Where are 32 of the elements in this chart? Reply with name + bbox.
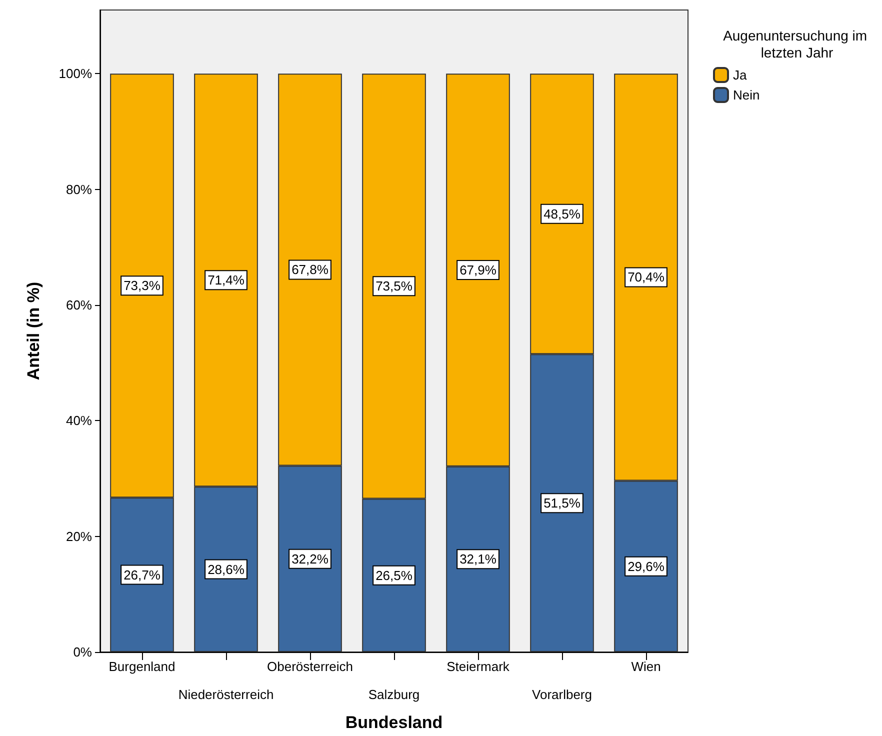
- y-tick-label: 60%: [66, 297, 92, 312]
- x-tick-label: Wien: [631, 659, 661, 674]
- data-label: 70,4%: [628, 270, 665, 285]
- legend-title: Augenuntersuchung im letzten Jahr: [723, 28, 871, 60]
- x-tick-label: Burgenland: [108, 659, 176, 674]
- data-label: 73,5%: [376, 278, 413, 294]
- y-tick-label: 80%: [66, 182, 92, 197]
- legend-label: Nein: [733, 88, 760, 102]
- y-tick-label: 0%: [73, 644, 92, 660]
- y-tick-label: 100%: [58, 66, 92, 82]
- data-label: 67,8%: [292, 262, 329, 278]
- data-label: 71,4%: [208, 272, 245, 288]
- y-axis-title: Anteil (in %): [24, 282, 43, 380]
- data-label: 67,9%: [460, 262, 497, 278]
- data-label: 32,2%: [292, 551, 329, 566]
- data-label: 48,5%: [544, 206, 581, 222]
- data-label: 28,6%: [208, 562, 245, 577]
- data-label: 32,1%: [460, 552, 497, 567]
- x-tick-label: Salzburg: [368, 687, 420, 702]
- y-tick-label: 40%: [66, 413, 92, 428]
- data-label: 73,3%: [124, 278, 161, 294]
- y-tick-label: 20%: [66, 528, 92, 544]
- legend-label: Ja: [733, 68, 748, 82]
- data-label: 26,7%: [124, 567, 161, 582]
- x-tick-label: Vorarlberg: [532, 687, 592, 702]
- data-label: 51,5%: [544, 496, 581, 511]
- x-axis-title: Bundesland: [345, 713, 443, 732]
- x-tick-label: Steiermark: [446, 659, 510, 674]
- data-label: 29,6%: [628, 558, 665, 574]
- x-tick-label: Niederösterreich: [178, 687, 274, 702]
- data-label: 26,5%: [376, 568, 413, 583]
- x-tick-label: Oberösterreich: [267, 659, 353, 674]
